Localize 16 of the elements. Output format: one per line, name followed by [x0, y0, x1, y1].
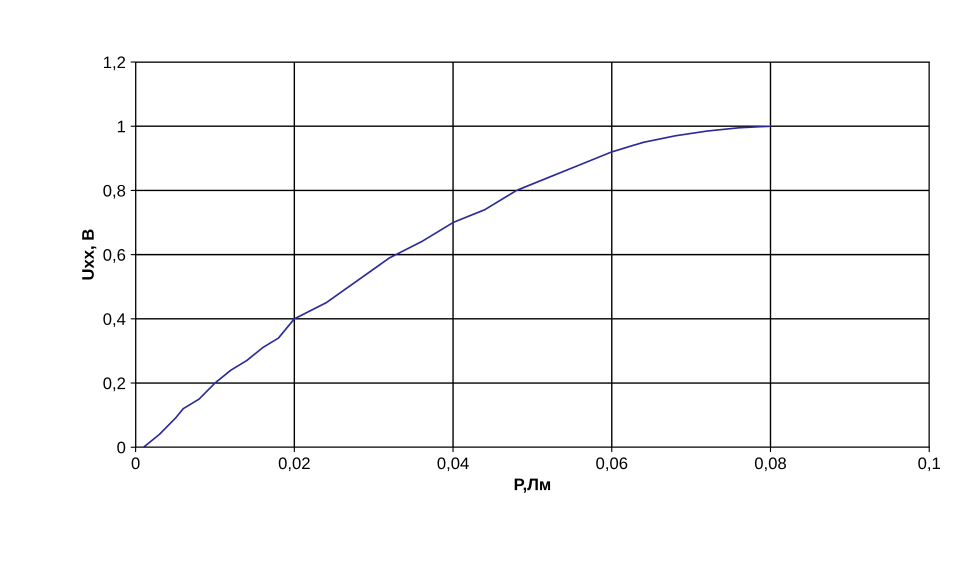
line-series	[142, 125, 772, 448]
y-tick-label: 1,2	[104, 56, 126, 70]
y-tick-label: 0,2	[103, 377, 126, 392]
x-tick-label: 0,08	[754, 457, 786, 472]
y-tick-label: 0,8	[103, 184, 126, 199]
x-tick-label: 0,06	[596, 457, 628, 472]
x-tick-label: 0,1	[918, 457, 940, 472]
x-tick-label: 0,02	[278, 457, 310, 472]
y-tick-label: 1	[118, 120, 126, 132]
y-tick-label: 0,4	[103, 313, 126, 327]
y-tick-label: 0	[117, 442, 126, 454]
x-axis-title: P,Лм	[514, 478, 550, 493]
y-axis-title: Uxx, В	[82, 229, 96, 280]
y-tick-label: 0,6	[103, 249, 126, 263]
x-tick-label: 0	[132, 457, 140, 470]
x-tick-label: 0,04	[437, 457, 469, 472]
